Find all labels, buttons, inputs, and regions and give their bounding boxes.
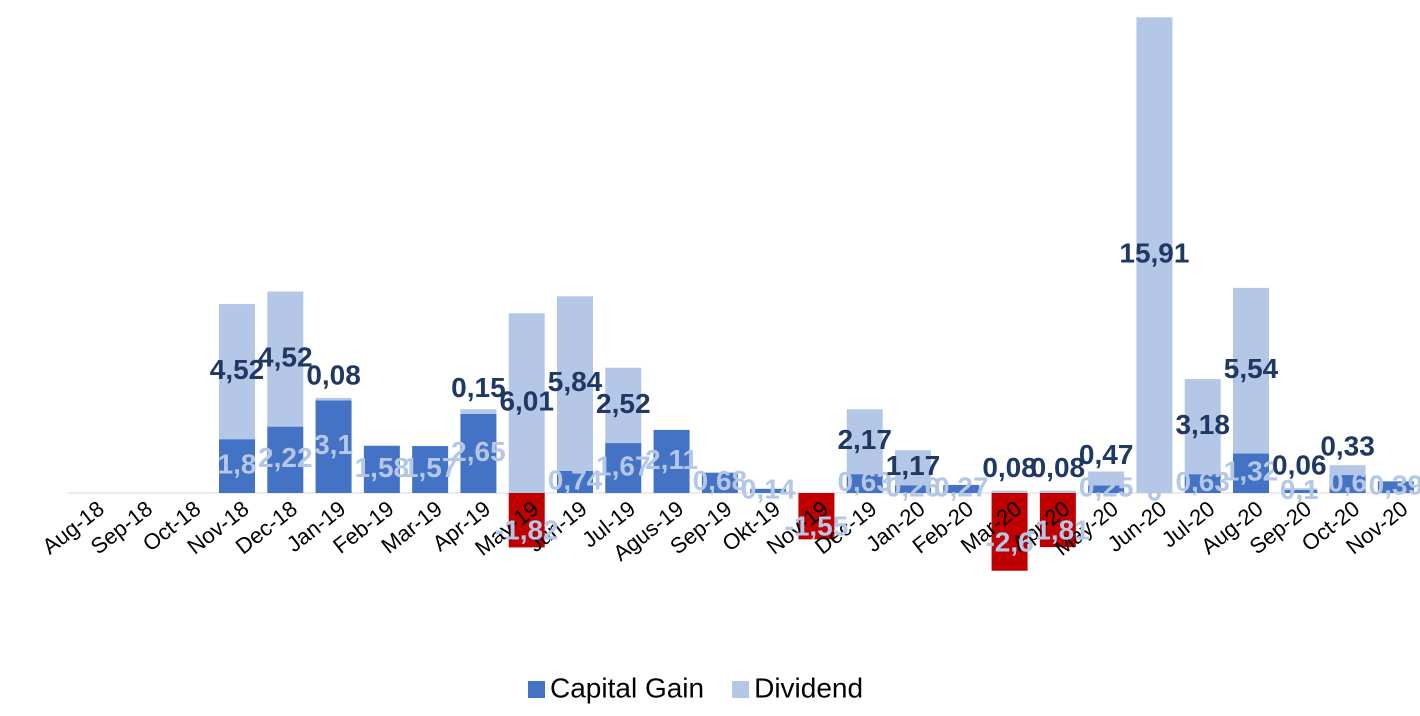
data-label: 0,1 [1280, 474, 1319, 505]
bar-dividend [1136, 17, 1173, 493]
data-label: -1,82 [495, 515, 559, 546]
bar-dividend [460, 409, 497, 414]
data-label: 0,74 [548, 464, 603, 495]
data-label: 0,27 [934, 471, 989, 502]
bar-dividend [1039, 490, 1076, 493]
data-label: 0,15 [451, 372, 506, 403]
bar-capital-gain [1088, 485, 1125, 493]
bar-capital-gain [412, 446, 449, 493]
bar-capital-gain [750, 488, 787, 493]
data-label: 4,52 [210, 354, 265, 385]
bar-capital-gain [1184, 474, 1221, 493]
data-label: 2,17 [837, 424, 892, 455]
data-label: 1,57 [403, 452, 458, 483]
bar-dividend [219, 304, 255, 440]
data-label: 5,84 [548, 366, 603, 397]
bar-dividend [1329, 465, 1366, 476]
bar-dividend [267, 291, 304, 427]
bar-capital-gain [315, 400, 352, 493]
data-label: 2,65 [451, 436, 506, 467]
bar-capital-gain [557, 470, 593, 493]
legend-swatch [732, 681, 750, 698]
bar-capital-gain [460, 413, 497, 493]
data-label: 0,26 [886, 472, 941, 503]
bar-dividend [605, 367, 642, 444]
data-label: 15,91 [1119, 238, 1189, 269]
data-label: 0,08 [982, 452, 1037, 483]
data-label: 0,39 [1369, 470, 1420, 501]
bar-dividend [557, 296, 593, 471]
bar-capital-gain [219, 439, 255, 493]
bar-dividend [315, 397, 352, 401]
data-label: 0,47 [1079, 439, 1134, 470]
bar-capital-gain [1281, 490, 1318, 493]
bar-dividend [895, 450, 931, 486]
bar-capital-gain [846, 474, 883, 493]
bar-capital-gain [653, 429, 690, 493]
data-label: 0,6 [1328, 466, 1367, 497]
bar-capital-gain [1329, 475, 1366, 493]
data-label: 0,68 [693, 465, 748, 496]
data-label: 1,67 [596, 450, 651, 481]
data-label: 0,25 [1079, 472, 1134, 503]
legend-swatch [528, 681, 545, 698]
bar-dividend [1233, 287, 1269, 454]
bar-dividend [1088, 471, 1125, 486]
data-label: 0,06 [1272, 450, 1327, 481]
data-label: 1,32 [1224, 456, 1279, 487]
bar-capital-gain [605, 443, 642, 493]
bar-capital-gain [798, 493, 835, 540]
data-label: 0 [1147, 475, 1163, 506]
legend-label: Dividend [754, 672, 863, 703]
bar-dividend [991, 490, 1028, 493]
bar-capital-gain [1039, 493, 1076, 548]
data-label: 3,1 [314, 429, 353, 460]
bar-capital-gain [701, 472, 738, 493]
data-label: 1,17 [886, 450, 941, 481]
data-label: 0,63 [837, 466, 892, 497]
data-label: 2,11 [645, 444, 698, 475]
data-label: 0,08 [1031, 452, 1086, 483]
bar-capital-gain [1377, 481, 1414, 493]
bar-capital-gain [1233, 453, 1269, 493]
data-label: 0,14 [741, 473, 796, 504]
data-label: 2,22 [258, 442, 313, 473]
bar-capital-gain [895, 485, 931, 493]
data-label: 0,63 [1175, 466, 1230, 497]
bar-capital-gain [943, 484, 980, 493]
data-label: 0,33 [1320, 431, 1375, 462]
bar-dividend [508, 313, 545, 493]
bar-capital-gain [267, 426, 304, 493]
data-label: 2,52 [596, 388, 651, 419]
bar-dividend [846, 409, 883, 475]
data-label: 4,52 [258, 341, 313, 372]
data-label: 1,8 [218, 448, 257, 479]
bar-dividend [1184, 379, 1221, 475]
data-label: -1,55 [785, 511, 849, 542]
bar-capital-gain [991, 493, 1028, 571]
bar-capital-gain [363, 445, 400, 493]
data-label: 5,54 [1224, 353, 1279, 384]
bar-capital-gain [508, 493, 545, 548]
data-label: 6,01 [499, 386, 554, 417]
data-label: 0,08 [306, 360, 361, 391]
data-label: -1,81 [1026, 514, 1090, 545]
data-label: 1,58 [355, 452, 410, 483]
legend-label: Capital Gain [550, 672, 704, 703]
data-label: 3,18 [1175, 409, 1230, 440]
data-label: -2,6 [985, 526, 1033, 557]
bar-dividend [1281, 488, 1318, 491]
